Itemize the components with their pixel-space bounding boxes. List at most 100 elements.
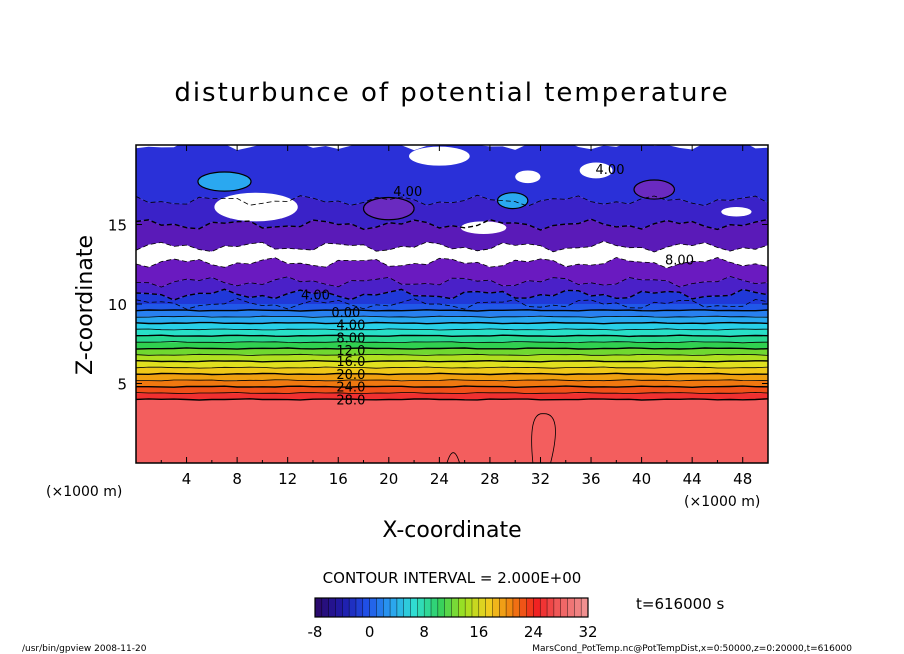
contour-line (136, 341, 768, 344)
y-axis-ticks: 5 10 15 (108, 217, 768, 394)
heatmap-patch (460, 221, 507, 235)
time-label: t=616000 s (636, 595, 724, 613)
contour-line (136, 194, 768, 207)
contour-line (136, 347, 768, 350)
contour-line (136, 379, 768, 382)
heatmap-band (136, 323, 768, 330)
heatmap-band (136, 304, 768, 311)
contour-line (136, 366, 768, 369)
colorbar-swatch (335, 598, 343, 617)
colorbar-swatch (376, 598, 384, 617)
contour-line (136, 275, 768, 288)
colorbar-swatch (390, 598, 398, 617)
colorbar-swatch (458, 598, 466, 617)
contour-label: 28.0 (336, 393, 365, 408)
heatmap-band (136, 386, 768, 394)
heatmap-band (136, 361, 768, 368)
x-tick-label: 44 (683, 470, 702, 488)
contour-label: 8.00 (336, 331, 365, 346)
x-tick-label: 24 (430, 470, 449, 488)
contour-line (136, 353, 768, 356)
colorbar-swatch (519, 598, 527, 617)
colorbar-swatch (478, 598, 487, 617)
colorbar-swatch (499, 598, 507, 617)
colorbar-swatch (471, 598, 480, 617)
colorbar-swatch (355, 598, 364, 617)
heatmap-band (136, 393, 768, 400)
heatmap-band (136, 145, 768, 207)
heatmap-band (136, 276, 768, 300)
colorbar-swatch (424, 598, 432, 617)
heatmap-band (136, 289, 768, 304)
heatmap-patch (362, 196, 415, 221)
contour-lines (136, 194, 768, 401)
x-unit-left: (×1000 m) (46, 484, 122, 500)
y-axis-label: Z-coordinate (73, 235, 98, 375)
heatmap-band (136, 342, 768, 349)
heatmap-patch (721, 207, 752, 217)
heatmap-patch (214, 192, 298, 222)
colorbar-swatch (492, 598, 500, 617)
footer-right: MarsCond_PotTemp.nc@PotTempDist,x=0:5000… (532, 644, 852, 654)
heatmap-band (136, 348, 768, 355)
colorbar-swatch (451, 598, 459, 617)
colorbar-swatch (444, 598, 452, 617)
contour-line (136, 298, 768, 310)
colorbar-tick-label: 0 (365, 623, 375, 641)
colorbar-swatch (567, 598, 575, 617)
colorbar-tick-label: 16 (469, 623, 488, 641)
colorbar-swatch (560, 598, 568, 617)
x-tick-label: 32 (531, 470, 550, 488)
heatmap-band (136, 367, 768, 374)
colorbar-swatch (533, 598, 541, 617)
contour-line (136, 321, 768, 325)
y-tick-label: 5 (117, 376, 127, 394)
contour-line (136, 372, 768, 376)
colorbar-swatch (512, 598, 521, 617)
contour-line (136, 359, 768, 363)
colorbar-swatch (547, 598, 555, 617)
contour-line (136, 391, 768, 395)
contour-label: 24.0 (336, 381, 365, 396)
contour-label: 4.00 (301, 288, 330, 303)
colorbar-tick-label: 24 (524, 623, 543, 641)
footer-left: /usr/bin/gpview 2008-11-20 (22, 644, 147, 654)
colorbar-swatch (506, 598, 514, 617)
x-tick-label: 12 (278, 470, 297, 488)
contour-line (136, 218, 768, 231)
heatmap-band (136, 310, 768, 317)
colorbar-swatch (553, 598, 562, 617)
contour-line (531, 413, 556, 463)
colorbar-swatch (321, 598, 330, 617)
heatmap-band (136, 219, 768, 252)
colorbar-tick-label: 8 (419, 623, 429, 641)
colorbar-swatch (328, 598, 336, 617)
colorbar-swatch (349, 598, 357, 617)
contour-line (136, 315, 768, 318)
heatmap-band (136, 241, 768, 269)
x-tick-label: 40 (632, 470, 651, 488)
contour-label: 20.0 (336, 368, 365, 383)
colorbar-swatch (485, 598, 493, 617)
colorbar-swatch (342, 598, 350, 617)
heatmap-band (136, 316, 768, 324)
colorbar-swatch (362, 598, 370, 617)
x-axis-label: X-coordinate (382, 518, 521, 543)
heatmap-patch (579, 162, 613, 179)
contour-line (136, 398, 768, 401)
x-axis-ticks: 4 8 12 16 20 24 28 32 36 40 44 48 (160, 145, 752, 488)
colorbar-swatch (437, 598, 446, 617)
colorbar-swatch (410, 598, 418, 617)
contour-line (136, 334, 768, 338)
contour-line (136, 385, 768, 389)
heatmap-band (136, 373, 768, 381)
y-tick-label: 15 (108, 217, 127, 235)
heatmap-patch (496, 192, 529, 210)
colorbar-swatch (396, 598, 405, 617)
x-tick-label: 4 (182, 470, 192, 488)
contour-line (136, 288, 768, 301)
contour-label: 0.00 (331, 306, 360, 321)
colorbar-swatch (574, 598, 582, 617)
colorbar-swatch (369, 598, 377, 617)
x-unit-right: (×1000 m) (684, 494, 760, 510)
